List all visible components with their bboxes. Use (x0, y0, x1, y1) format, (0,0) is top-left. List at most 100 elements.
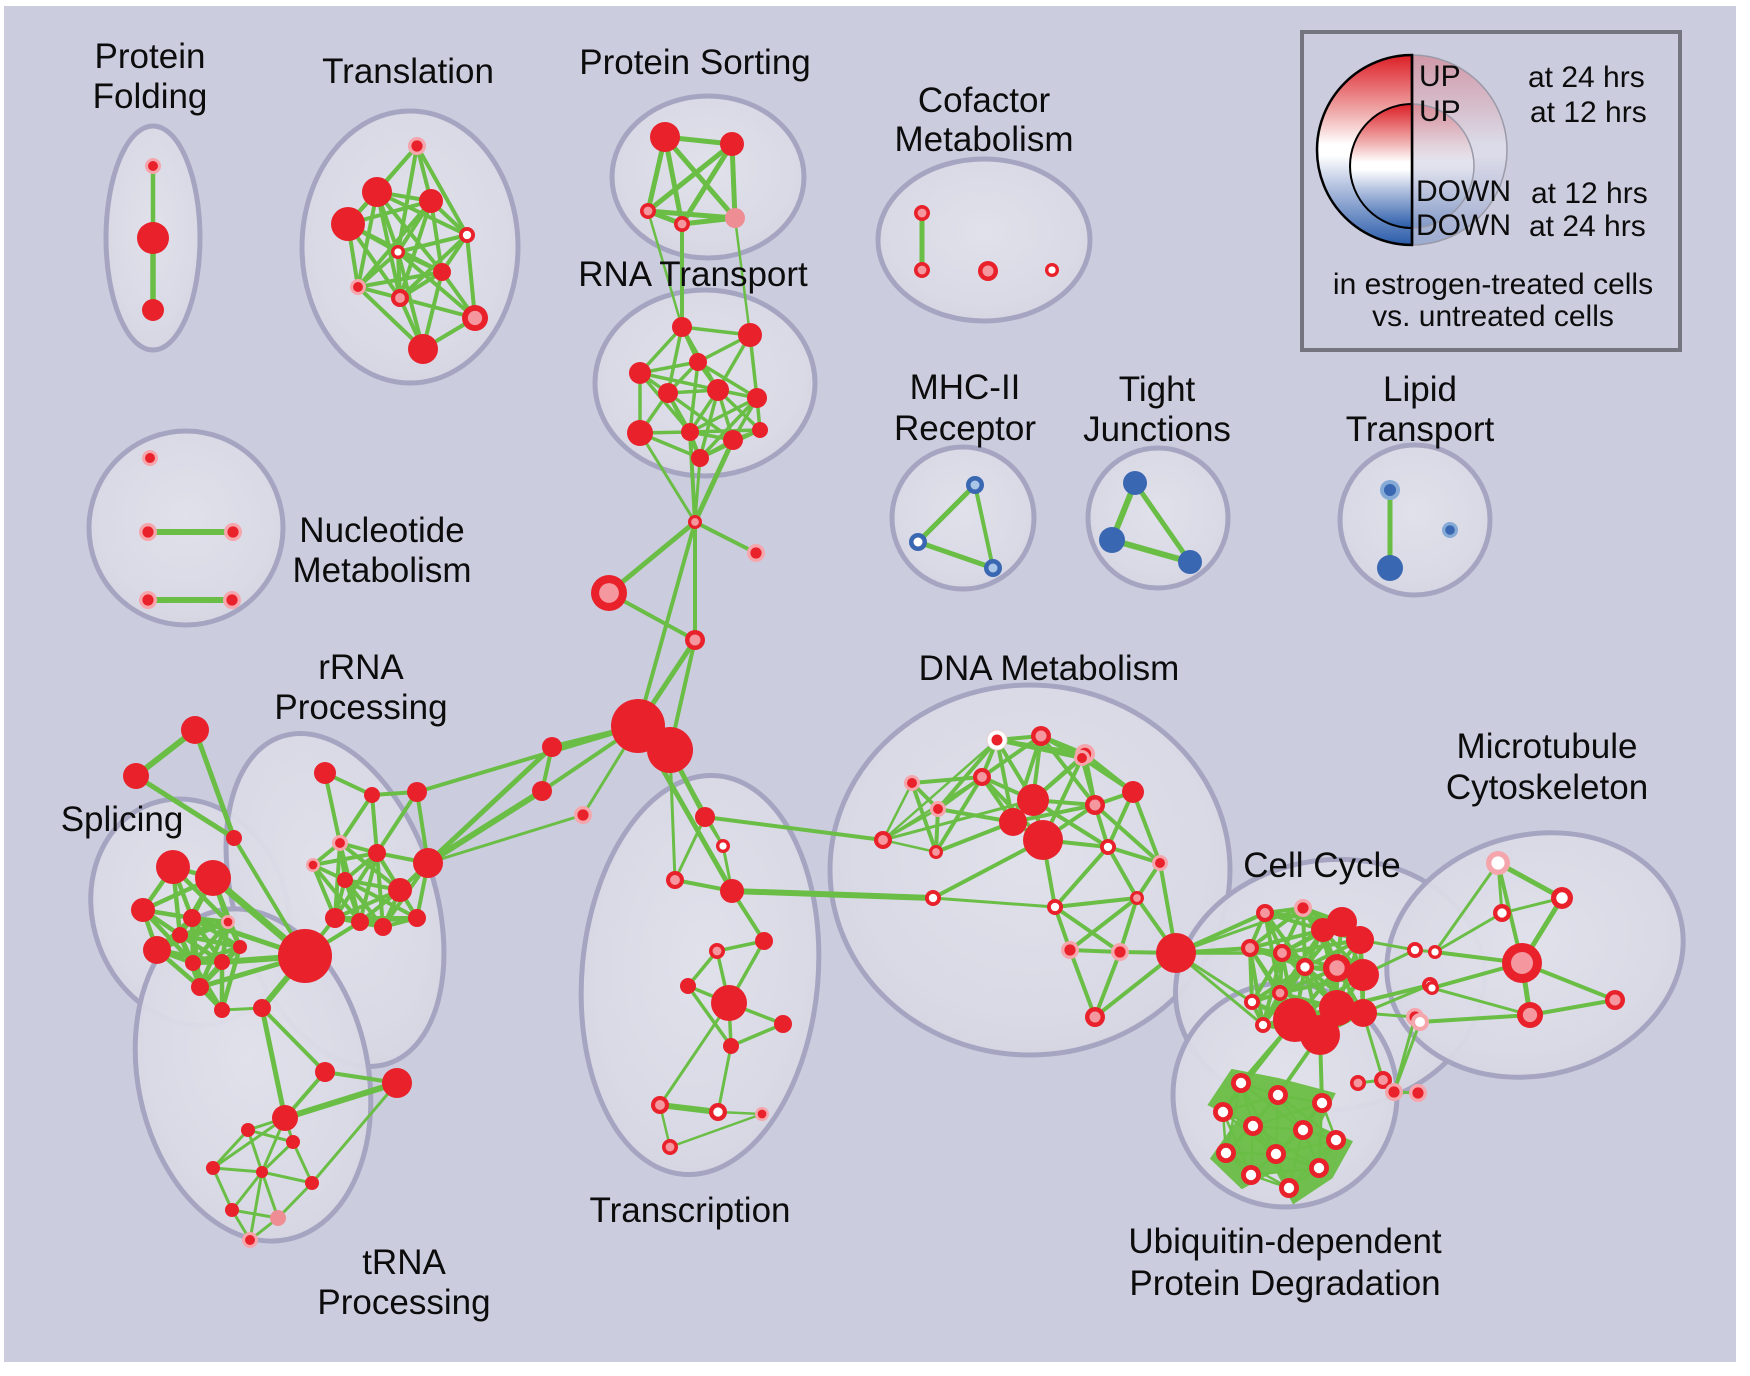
cluster-label-lipid-transport-line1: Lipid (1383, 370, 1457, 409)
legend-caption-line2: vs. untreated cells (1372, 300, 1614, 333)
node-po5 (725, 208, 745, 228)
node-sp8 (185, 955, 201, 971)
node-hx7 (256, 1166, 268, 1178)
node-tj3 (1178, 550, 1202, 574)
node-x13 (755, 1107, 769, 1121)
edge-tj2-tj3 (1111, 537, 1191, 565)
edge-h1-r3 (416, 724, 639, 794)
node-d21 (904, 775, 920, 791)
edge-x15-d11 (882, 838, 937, 854)
node-rt2 (738, 323, 762, 347)
edge (260, 1171, 280, 1219)
edge (370, 794, 379, 854)
node-r2 (364, 787, 380, 803)
node-n5 (223, 591, 241, 609)
edge-mt8-mt9 (1529, 998, 1616, 1017)
node-d6 (1085, 795, 1105, 815)
node-tn1 (315, 1062, 335, 1082)
node-d4 (973, 768, 991, 786)
cluster-ellipse-mhc-ii-receptor (889, 444, 1037, 592)
node-x16 (925, 890, 941, 906)
edge (1093, 803, 1162, 865)
edge-tn2-tn3 (284, 1080, 398, 1121)
node-rt5 (658, 383, 678, 403)
edge (1053, 905, 1122, 954)
edge (663, 135, 737, 220)
edge (338, 793, 374, 845)
node-sp9 (214, 954, 230, 970)
node-hx8 (242, 1232, 258, 1248)
edge-b2-mt7 (1392, 1021, 1422, 1093)
node-rt4 (629, 362, 651, 384)
node-sp4 (183, 909, 201, 927)
node-d19 (1061, 941, 1079, 959)
legend-up-24-dir: UP (1419, 60, 1461, 93)
edge (689, 428, 761, 434)
node-mt8 (1517, 1002, 1543, 1028)
node-u9 (1266, 1144, 1286, 1164)
node-d12 (1100, 839, 1116, 855)
node-d8 (1017, 784, 1049, 816)
node-l3 (1442, 522, 1458, 538)
node-t5 (459, 227, 475, 243)
edge-tn3-hx6 (212, 1116, 286, 1170)
cluster-label-mhc-ii-receptor-line1: MHC-II (909, 368, 1021, 407)
edge-po3-rt1 (646, 210, 684, 328)
edge-c1-c2 (694, 520, 757, 555)
node-i3 (574, 806, 592, 824)
edge (211, 1167, 234, 1211)
node-u1 (1231, 1073, 1251, 1093)
node-sp5 (221, 915, 235, 929)
node-x11 (651, 1096, 669, 1114)
cluster-label-rrna-processing-line2: Processing (274, 688, 448, 727)
node-x8 (711, 985, 747, 1021)
node-r8 (388, 878, 412, 902)
node-x9 (774, 1015, 792, 1033)
node-sp3 (131, 898, 155, 922)
cluster-label-splicing: Splicing (60, 800, 184, 839)
edge-x15-d21 (881, 782, 914, 841)
node-tn3 (272, 1105, 298, 1131)
edge-rt9-c1 (688, 431, 697, 523)
cluster-label-translation: Translation (322, 52, 494, 91)
cluster-label-protein-sorting: Protein Sorting (579, 43, 811, 82)
edge (1053, 845, 1110, 909)
node-rt7 (747, 388, 767, 408)
edge-tr2-tr3 (134, 773, 236, 841)
edge (1068, 949, 1097, 1018)
node-r10 (325, 908, 345, 928)
node-u4 (1213, 1102, 1233, 1122)
edge-x16-d10 (932, 838, 1044, 900)
cluster-label-rna-transport: RNA Transport (578, 255, 808, 294)
edge-c1-c3 (607, 520, 697, 595)
edge (356, 199, 433, 289)
node-tn2 (382, 1068, 412, 1098)
node-u11 (1241, 1165, 1261, 1185)
edge-x10-x12 (716, 1045, 733, 1113)
node-cf2 (914, 262, 930, 278)
node-po1 (650, 122, 680, 152)
cluster-label-tight-junctions-line1: Tight (1118, 370, 1196, 409)
node-cc7 (1273, 944, 1291, 962)
node-rt3 (689, 353, 707, 371)
cluster-label-cofactor-metabolism-line1: Cofactor (917, 81, 1051, 120)
edge-rt10-c1 (692, 438, 736, 524)
edge (1240, 1082, 1304, 1131)
node-rt11 (691, 449, 709, 467)
edge (396, 250, 477, 320)
node-u6 (1293, 1120, 1313, 1140)
edge-mt7-mt8 (1419, 1013, 1531, 1024)
legend-down-24-dir: DOWN (1416, 209, 1511, 242)
node-m3 (984, 559, 1002, 577)
edge (212, 1166, 263, 1174)
edge (1277, 1094, 1337, 1141)
node-tn0 (253, 999, 271, 1017)
cluster-label-microtubule-cytoskeleton-line1: Microtubule (1456, 727, 1638, 766)
edge (1250, 951, 1284, 1004)
edge-mt5-mt3 (1434, 911, 1503, 954)
node-po2 (720, 132, 744, 156)
node-cf1 (914, 205, 930, 221)
node-cc12 (1255, 1017, 1271, 1033)
